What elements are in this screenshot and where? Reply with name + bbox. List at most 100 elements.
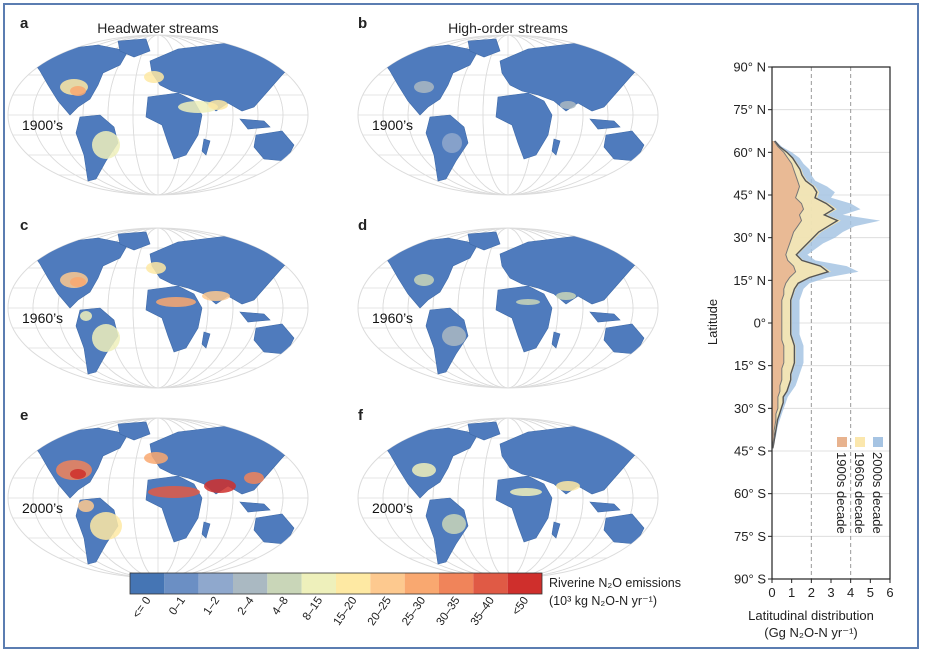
landmass-greenland bbox=[467, 38, 501, 58]
legend-label: 1900s decade bbox=[834, 452, 849, 534]
x-tick-label: 4 bbox=[847, 585, 854, 600]
x-tick-label: 1 bbox=[788, 585, 795, 600]
x-tick-label: 3 bbox=[827, 585, 834, 600]
landmass-indonesia bbox=[589, 501, 621, 513]
landmass-namerica bbox=[379, 427, 479, 499]
emission-hotspot bbox=[90, 512, 122, 540]
landmass-greenland bbox=[117, 231, 151, 251]
y-tick-label: 30° N bbox=[733, 230, 766, 245]
landmass-namerica bbox=[379, 237, 479, 309]
map-land bbox=[29, 38, 297, 182]
colorbar-swatch bbox=[301, 573, 336, 594]
panel-letter-f: f bbox=[358, 407, 364, 424]
emission-hotspot bbox=[510, 488, 542, 496]
emission-hotspot bbox=[144, 452, 168, 464]
emission-hotspot bbox=[70, 277, 86, 287]
colorbar-label: 30–35 bbox=[434, 595, 462, 628]
colorbar-label: 2–4 bbox=[236, 594, 257, 617]
map-land bbox=[29, 421, 297, 565]
x-axis-label-line2: (Gg N₂O-N yr⁻¹) bbox=[764, 625, 858, 640]
emission-hotspot bbox=[92, 131, 120, 159]
map-land bbox=[379, 421, 647, 565]
colorbar-swatch bbox=[507, 573, 542, 594]
decade-label-e: 2000’s bbox=[22, 500, 63, 516]
legend-swatch bbox=[855, 437, 865, 447]
map-land bbox=[29, 231, 297, 375]
world-map bbox=[357, 227, 659, 389]
figure-frame bbox=[3, 3, 919, 649]
emission-hotspot bbox=[202, 291, 230, 301]
y-tick-label: 45° N bbox=[733, 188, 766, 203]
series-mean-line bbox=[772, 140, 839, 449]
y-tick-label: 90° S bbox=[734, 572, 766, 587]
emission-hotspot bbox=[144, 71, 164, 83]
emission-hotspot bbox=[70, 469, 86, 479]
legend-swatch bbox=[873, 437, 883, 447]
colorbar-label: <= 0 bbox=[131, 595, 154, 621]
colorbar-label: 4–8 bbox=[270, 595, 291, 618]
decade-label-f: 2000’s bbox=[372, 500, 413, 516]
emission-hotspot bbox=[442, 133, 462, 153]
colorbar-swatch bbox=[439, 573, 474, 594]
emission-hotspot bbox=[146, 262, 166, 274]
world-map bbox=[357, 34, 659, 196]
emission-hotspot bbox=[78, 500, 94, 512]
colorbar-swatch bbox=[130, 573, 165, 594]
landmass-indonesia bbox=[239, 118, 271, 130]
latitude-profile-chart: Latitude Latitudinal distribution (Gg N₂… bbox=[705, 60, 894, 641]
x-tick-label: 5 bbox=[867, 585, 874, 600]
map-panel-d: d 1960’s bbox=[357, 217, 659, 389]
emission-hotspot bbox=[442, 326, 466, 346]
emission-hotspot bbox=[156, 297, 196, 307]
y-tick-label: 45° S bbox=[734, 444, 766, 459]
map-land bbox=[379, 38, 647, 182]
world-map bbox=[7, 227, 309, 389]
panel-letter-c: c bbox=[20, 217, 28, 234]
panel-letter-b: b bbox=[358, 15, 367, 32]
title-high-order-streams: High-order streams bbox=[448, 20, 568, 36]
map-panels: a 1900’s b 1900’s c 1960’s d 1960’s e 2000’s f 2000… bbox=[7, 15, 659, 579]
x-tick-label: 0 bbox=[768, 585, 775, 600]
landmass-madagascar bbox=[551, 521, 561, 539]
colorbar-title-line1: Riverine N₂O emissions bbox=[549, 576, 681, 590]
landmass-greenland bbox=[117, 38, 151, 58]
legend-label: 1960s decade bbox=[852, 452, 867, 534]
colorbar-swatch bbox=[267, 573, 302, 594]
emission-hotspot bbox=[70, 86, 86, 96]
world-map bbox=[357, 417, 659, 579]
colorbar-label: 35–40 bbox=[469, 595, 497, 628]
landmass-greenland bbox=[117, 421, 151, 441]
colorbar-label: 15–20 bbox=[331, 595, 359, 628]
emission-hotspot bbox=[92, 324, 120, 352]
map-panel-b: b 1900’s bbox=[357, 15, 659, 196]
landmass-indonesia bbox=[589, 311, 621, 323]
colorbar: <= 0 0–1 1–2 2–4 4–8 8–15 15–20 20–25 25–30 30–35… bbox=[129, 572, 543, 628]
landmass-madagascar bbox=[201, 138, 211, 156]
colorbar-swatch bbox=[233, 573, 268, 594]
colorbar-swatch bbox=[404, 573, 439, 594]
decade-label-c: 1960’s bbox=[22, 310, 63, 326]
emission-hotspot bbox=[244, 472, 264, 484]
colorbar-label: 8–15 bbox=[301, 595, 326, 623]
title-headwater-streams: Headwater streams bbox=[97, 20, 218, 36]
emission-hotspot bbox=[556, 292, 576, 300]
panel-letter-d: d bbox=[358, 217, 367, 234]
x-axis-label-line1: Latitudinal distribution bbox=[748, 608, 874, 623]
panel-letter-e: e bbox=[20, 407, 28, 424]
y-tick-label: 75° S bbox=[734, 529, 766, 544]
y-tick-label: 75° N bbox=[733, 102, 766, 117]
landmass-madagascar bbox=[201, 331, 211, 349]
colorbar-swatch bbox=[473, 573, 508, 594]
y-axis-label: Latitude bbox=[705, 299, 720, 345]
colorbar-label: 25–30 bbox=[400, 595, 428, 628]
colorbar-swatch bbox=[164, 573, 199, 594]
emission-hotspot bbox=[414, 81, 434, 93]
landmass-greenland bbox=[467, 231, 501, 251]
y-tick-label: 90° N bbox=[733, 60, 766, 75]
emission-hotspot bbox=[412, 463, 436, 477]
landmass-madagascar bbox=[551, 331, 561, 349]
decade-label-a: 1900’s bbox=[22, 117, 63, 133]
colorbar-swatch bbox=[198, 573, 233, 594]
colorbar-label: 20–25 bbox=[366, 595, 394, 628]
legend-label: 2000s decade bbox=[870, 452, 885, 534]
